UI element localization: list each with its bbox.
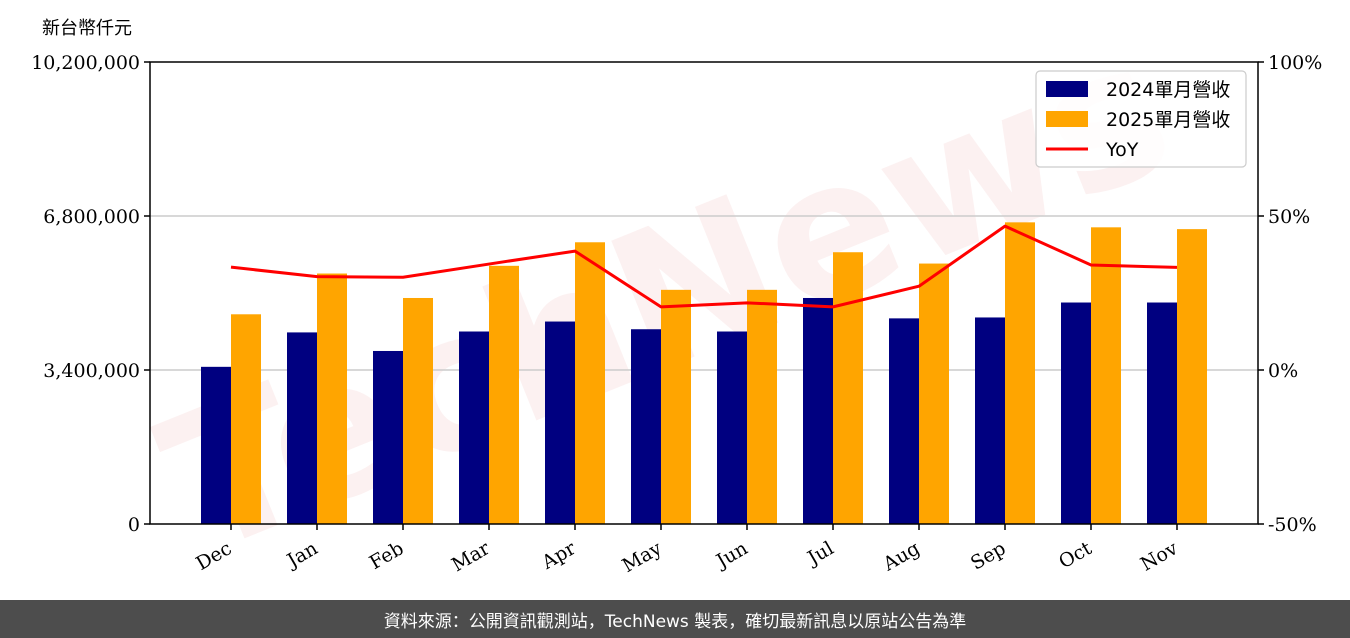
bar-2025-may [661,289,691,524]
x-tick-label-sep: Sep [967,537,1010,574]
legend-label-2: YoY [1105,139,1139,161]
yoy-line [230,224,1178,309]
y2-tick-label: 50% [1268,206,1310,228]
y-tick-label: 0 [128,514,140,536]
bar-2025-dec [231,314,261,524]
x-tick-label-aug: Aug [879,537,924,576]
y2-tick-label: 100% [1268,52,1322,74]
x-tick-label-oct: Oct [1055,537,1096,573]
x-tick-label-apr: Apr [537,537,580,574]
y-tick-label: 3,400,000 [43,360,140,382]
bar-2025-jul [833,252,863,524]
bar-2024-feb [373,350,403,524]
legend: 2024單月營收 2025單月營收 YoY [1035,70,1247,168]
bar-2025-jun [747,289,777,524]
bar-2024-may [631,329,661,524]
bar-2025-feb [403,297,433,524]
x-tick-label-feb: Feb [366,537,408,574]
bar-2024-jan [287,332,317,524]
legend-swatch-2024 [1046,81,1088,97]
bar-2024-oct [1061,302,1091,524]
legend-label-0: 2024單月營收 [1106,79,1230,101]
revenue-chart: TechNews 03,400,0006,800,00010,200,000-5… [31,0,1322,598]
x-tick-label-may: May [619,537,666,577]
bar-2025-apr [575,242,605,525]
bar-2024-apr [545,321,575,524]
yoy-line-layer [230,224,1178,309]
source-footer: 資料來源：公開資訊觀測站，TechNews 製表，確切最新訊息以原站公告為準 [0,600,1350,638]
bar-2025-jan [317,273,347,524]
bar-2025-oct [1091,227,1121,524]
bar-2025-nov [1177,229,1207,524]
bar-2024-aug [889,318,919,524]
legend-box [1035,70,1247,168]
x-tick-label-nov: Nov [1137,537,1182,576]
bar-2024-jun [717,331,747,524]
y2-tick-label: 0% [1268,360,1298,382]
bar-2025-mar [489,265,519,524]
x-tick-label-jun: Jun [711,537,752,573]
y-tick-label: 10,200,000 [31,52,140,74]
bar-2024-jul [803,297,833,524]
bar-2025-aug [919,263,949,524]
bars [201,222,1207,525]
y-axis-unit-label: 新台幣仟元 [42,18,132,39]
plot-frame [149,61,1259,525]
bar-2025-sep [1005,222,1035,524]
legend-swatch-2025 [1046,111,1088,127]
bar-2024-nov [1147,302,1177,524]
x-tick-label-mar: Mar [448,537,494,576]
x-tick-label-jul: Jul [802,537,837,570]
y-tick-label: 6,800,000 [43,206,140,228]
y2-tick-label: -50% [1268,514,1317,536]
bar-2024-sep [975,317,1005,524]
bar-2024-mar [459,331,489,524]
bar-2024-dec [201,366,231,524]
legend-label-1: 2025單月營收 [1106,109,1230,131]
